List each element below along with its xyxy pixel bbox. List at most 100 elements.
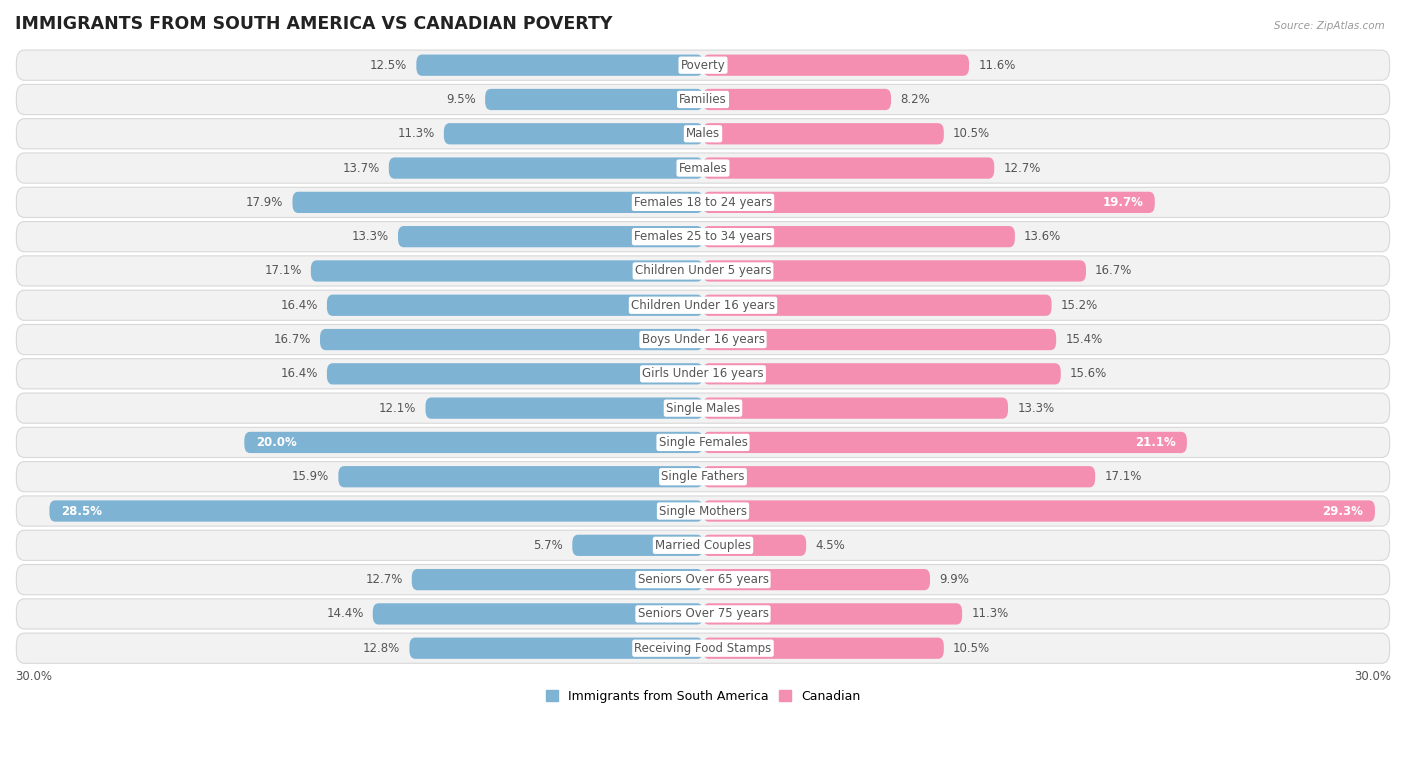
Text: Single Females: Single Females (658, 436, 748, 449)
Text: Receiving Food Stamps: Receiving Food Stamps (634, 642, 772, 655)
FancyBboxPatch shape (703, 603, 962, 625)
FancyBboxPatch shape (17, 153, 1389, 183)
FancyBboxPatch shape (326, 363, 703, 384)
Text: 14.4%: 14.4% (326, 607, 364, 620)
Text: Families: Families (679, 93, 727, 106)
FancyBboxPatch shape (703, 466, 1095, 487)
FancyBboxPatch shape (17, 359, 1389, 389)
FancyBboxPatch shape (17, 462, 1389, 492)
FancyBboxPatch shape (17, 633, 1389, 663)
Text: 9.5%: 9.5% (446, 93, 477, 106)
FancyBboxPatch shape (703, 397, 1008, 418)
FancyBboxPatch shape (703, 55, 969, 76)
FancyBboxPatch shape (703, 226, 1015, 247)
Text: 13.3%: 13.3% (352, 230, 389, 243)
Text: Females: Females (679, 161, 727, 174)
FancyBboxPatch shape (703, 363, 1060, 384)
FancyBboxPatch shape (389, 158, 703, 179)
FancyBboxPatch shape (703, 89, 891, 110)
FancyBboxPatch shape (703, 158, 994, 179)
FancyBboxPatch shape (17, 393, 1389, 423)
Text: Source: ZipAtlas.com: Source: ZipAtlas.com (1274, 21, 1385, 31)
Text: Females 18 to 24 years: Females 18 to 24 years (634, 196, 772, 209)
FancyBboxPatch shape (17, 428, 1389, 458)
FancyBboxPatch shape (703, 329, 1056, 350)
Text: 12.7%: 12.7% (1004, 161, 1040, 174)
Text: Children Under 16 years: Children Under 16 years (631, 299, 775, 312)
FancyBboxPatch shape (17, 221, 1389, 252)
Text: 16.4%: 16.4% (280, 368, 318, 381)
Text: Boys Under 16 years: Boys Under 16 years (641, 333, 765, 346)
Text: 5.7%: 5.7% (533, 539, 564, 552)
Text: Married Couples: Married Couples (655, 539, 751, 552)
FancyBboxPatch shape (49, 500, 703, 522)
Text: 13.6%: 13.6% (1024, 230, 1062, 243)
FancyBboxPatch shape (17, 187, 1389, 218)
Text: 9.9%: 9.9% (939, 573, 969, 586)
FancyBboxPatch shape (373, 603, 703, 625)
FancyBboxPatch shape (17, 531, 1389, 560)
Text: 13.3%: 13.3% (1017, 402, 1054, 415)
Text: 15.2%: 15.2% (1060, 299, 1098, 312)
Text: 17.1%: 17.1% (264, 265, 302, 277)
Text: Seniors Over 75 years: Seniors Over 75 years (637, 607, 769, 620)
Legend: Immigrants from South America, Canadian: Immigrants from South America, Canadian (540, 685, 866, 708)
FancyBboxPatch shape (412, 569, 703, 590)
Text: Single Mothers: Single Mothers (659, 505, 747, 518)
Text: 29.3%: 29.3% (1323, 505, 1364, 518)
Text: 20.0%: 20.0% (256, 436, 297, 449)
Text: Seniors Over 65 years: Seniors Over 65 years (637, 573, 769, 586)
Text: Children Under 5 years: Children Under 5 years (634, 265, 772, 277)
FancyBboxPatch shape (17, 565, 1389, 595)
FancyBboxPatch shape (703, 123, 943, 145)
FancyBboxPatch shape (703, 569, 929, 590)
Text: Poverty: Poverty (681, 58, 725, 72)
Text: 12.5%: 12.5% (370, 58, 408, 72)
Text: 19.7%: 19.7% (1102, 196, 1143, 209)
Text: 15.4%: 15.4% (1066, 333, 1102, 346)
Text: 12.1%: 12.1% (380, 402, 416, 415)
Text: 10.5%: 10.5% (953, 127, 990, 140)
Text: 11.3%: 11.3% (398, 127, 434, 140)
Text: IMMIGRANTS FROM SOUTH AMERICA VS CANADIAN POVERTY: IMMIGRANTS FROM SOUTH AMERICA VS CANADIA… (15, 15, 613, 33)
FancyBboxPatch shape (17, 496, 1389, 526)
FancyBboxPatch shape (703, 500, 1375, 522)
FancyBboxPatch shape (398, 226, 703, 247)
FancyBboxPatch shape (311, 260, 703, 281)
Text: 16.7%: 16.7% (1095, 265, 1133, 277)
FancyBboxPatch shape (703, 260, 1085, 281)
Text: Girls Under 16 years: Girls Under 16 years (643, 368, 763, 381)
Text: 11.6%: 11.6% (979, 58, 1015, 72)
FancyBboxPatch shape (17, 324, 1389, 355)
Text: 17.1%: 17.1% (1104, 470, 1142, 484)
FancyBboxPatch shape (485, 89, 703, 110)
FancyBboxPatch shape (703, 432, 1187, 453)
Text: 30.0%: 30.0% (1354, 671, 1391, 684)
Text: 28.5%: 28.5% (60, 505, 101, 518)
FancyBboxPatch shape (339, 466, 703, 487)
FancyBboxPatch shape (572, 534, 703, 556)
Text: Single Males: Single Males (666, 402, 740, 415)
Text: 17.9%: 17.9% (246, 196, 284, 209)
FancyBboxPatch shape (409, 637, 703, 659)
FancyBboxPatch shape (703, 295, 1052, 316)
FancyBboxPatch shape (17, 290, 1389, 321)
FancyBboxPatch shape (17, 50, 1389, 80)
FancyBboxPatch shape (17, 599, 1389, 629)
Text: 11.3%: 11.3% (972, 607, 1008, 620)
FancyBboxPatch shape (292, 192, 703, 213)
FancyBboxPatch shape (17, 256, 1389, 286)
Text: 15.9%: 15.9% (292, 470, 329, 484)
FancyBboxPatch shape (17, 119, 1389, 149)
FancyBboxPatch shape (426, 397, 703, 418)
Text: 21.1%: 21.1% (1135, 436, 1175, 449)
Text: 10.5%: 10.5% (953, 642, 990, 655)
Text: 12.7%: 12.7% (366, 573, 402, 586)
FancyBboxPatch shape (326, 295, 703, 316)
Text: Single Fathers: Single Fathers (661, 470, 745, 484)
FancyBboxPatch shape (416, 55, 703, 76)
FancyBboxPatch shape (703, 534, 806, 556)
Text: 4.5%: 4.5% (815, 539, 845, 552)
FancyBboxPatch shape (321, 329, 703, 350)
Text: 8.2%: 8.2% (900, 93, 929, 106)
